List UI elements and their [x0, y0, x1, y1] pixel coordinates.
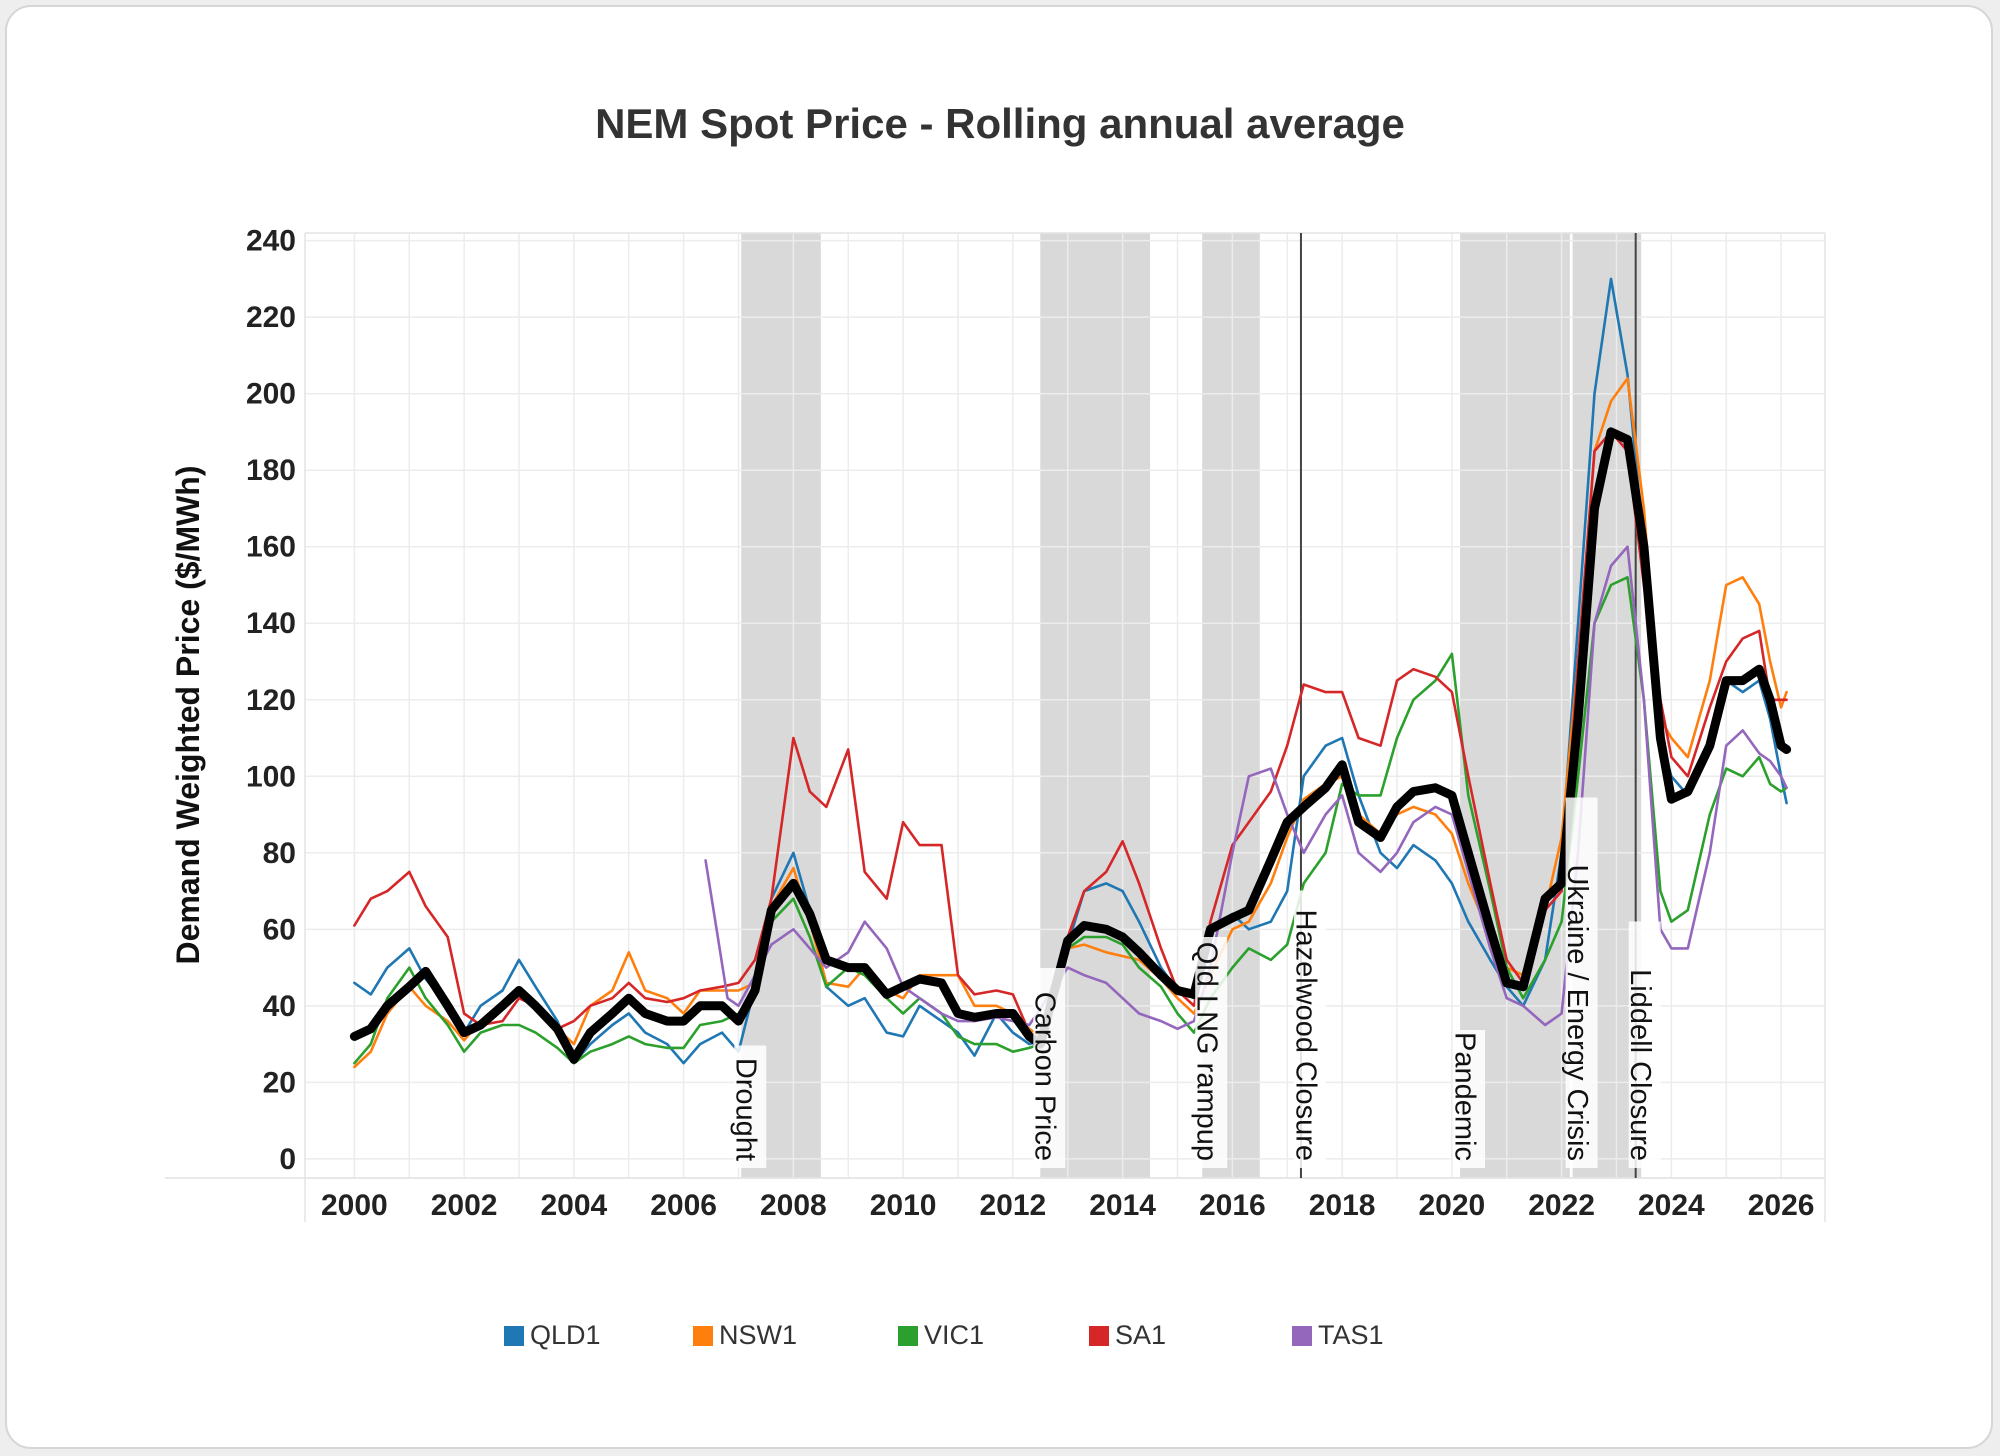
legend-label: NSW1 [719, 1320, 798, 1350]
x-tick-label: 2004 [541, 1189, 608, 1222]
legend-item-tas1: TAS1 [1292, 1320, 1384, 1351]
period-label-bg [1293, 890, 1326, 1168]
period-label-bg [734, 1045, 767, 1168]
legend-swatch [1292, 1325, 1312, 1346]
legend-item-nsw1: NSW1 [693, 1320, 797, 1351]
legend-swatch [898, 1325, 918, 1346]
y-tick-label: 120 [246, 684, 296, 717]
y-tick-label: 140 [246, 607, 296, 640]
y-tick-label: 240 [246, 225, 296, 258]
x-tick-label: 2014 [1089, 1189, 1156, 1222]
chart-title: NEM Spot Price - Rolling annual average [595, 100, 1405, 147]
period-label-group: Ukraine / Energy Crisis [1561, 797, 1598, 1168]
x-tick-label: 2016 [1199, 1189, 1266, 1222]
shaded-period [741, 233, 821, 1178]
period-label: Liddell Closure [1624, 969, 1656, 1161]
x-tick-label: 2018 [1309, 1189, 1376, 1222]
y-tick-label: 200 [246, 378, 296, 411]
legend-item-vic1: VIC1 [898, 1320, 984, 1351]
period-label-group: Hazelwood Closure [1289, 890, 1326, 1168]
x-tick-label: 2026 [1748, 1189, 1815, 1222]
x-tick-label: 2010 [870, 1189, 937, 1222]
period-label: Pandemic [1448, 1032, 1480, 1161]
y-tick-label: 60 [263, 913, 296, 946]
legend-label: QLD1 [530, 1320, 601, 1350]
y-tick-label: 160 [246, 531, 296, 564]
x-tick-label: 2020 [1418, 1189, 1485, 1222]
x-tick-label: 2002 [431, 1189, 498, 1222]
legend-swatch [693, 1325, 713, 1346]
period-label-group: Liddell Closure [1624, 921, 1661, 1168]
period-label: Drought [730, 1058, 762, 1161]
x-tick-label: 2008 [760, 1189, 827, 1222]
y-tick-label: 100 [246, 760, 296, 793]
legend-label: SA1 [1115, 1320, 1167, 1350]
period-label-bg [1565, 797, 1598, 1168]
axes: 0 20 40 60 80 100 120 140 160 180 200 220 240 2000 200… [170, 225, 1814, 1222]
legend-item-qld1: QLD1 [504, 1320, 601, 1351]
period-label-group: Qld LNG rampup [1191, 937, 1228, 1168]
period-label-bg [1453, 1030, 1486, 1168]
y-tick-label: 220 [246, 301, 296, 334]
y-tick-label: 20 [263, 1066, 296, 1099]
legend-swatch [504, 1325, 524, 1346]
series-line-tas1 [704, 545, 1788, 1031]
legend-label: VIC1 [924, 1320, 985, 1350]
plot-frame [165, 232, 1826, 1222]
period-label-group: Carbon Price [1029, 968, 1066, 1168]
y-tick-label: 80 [263, 837, 296, 870]
y-tick-label: 180 [246, 454, 296, 487]
period-label: Ukraine / Energy Crisis [1561, 864, 1593, 1161]
x-tick-label: 2024 [1638, 1189, 1705, 1222]
period-label: Carbon Price [1029, 992, 1061, 1161]
period-label: Qld LNG rampup [1191, 942, 1223, 1161]
legend: QLD1 NSW1 VIC1 SA1 TAS1 [0, 1320, 2000, 1360]
x-tick-label: 2022 [1528, 1189, 1595, 1222]
legend-swatch [1089, 1325, 1109, 1346]
period-label-group: Pandemic [1448, 1030, 1486, 1168]
period-label-group: Drought [730, 1045, 767, 1168]
y-tick-label: 0 [279, 1143, 296, 1176]
series-line-vic1 [353, 576, 1788, 1065]
period-labels: Drought Carbon Price Qld LNG rampup Pandemi… [730, 797, 1661, 1168]
series-line-nem-average [349, 427, 1792, 1064]
legend-item-sa1: SA1 [1089, 1320, 1166, 1351]
x-tick-label: 2006 [650, 1189, 717, 1222]
series-line-qld1 [353, 277, 1788, 1065]
y-tick-label: 40 [263, 990, 296, 1023]
period-label-bg [1195, 937, 1228, 1168]
period-label: Hazelwood Closure [1289, 910, 1321, 1161]
y-axis-title: Demand Weighted Price ($/MWh) [170, 465, 206, 964]
series-lines [349, 277, 1792, 1069]
x-tick-label: 2000 [321, 1189, 388, 1222]
x-tick-label: 2012 [979, 1189, 1046, 1222]
legend-label: TAS1 [1318, 1320, 1384, 1350]
period-label-bg [1033, 968, 1066, 1168]
period-label-bg [1628, 921, 1661, 1168]
